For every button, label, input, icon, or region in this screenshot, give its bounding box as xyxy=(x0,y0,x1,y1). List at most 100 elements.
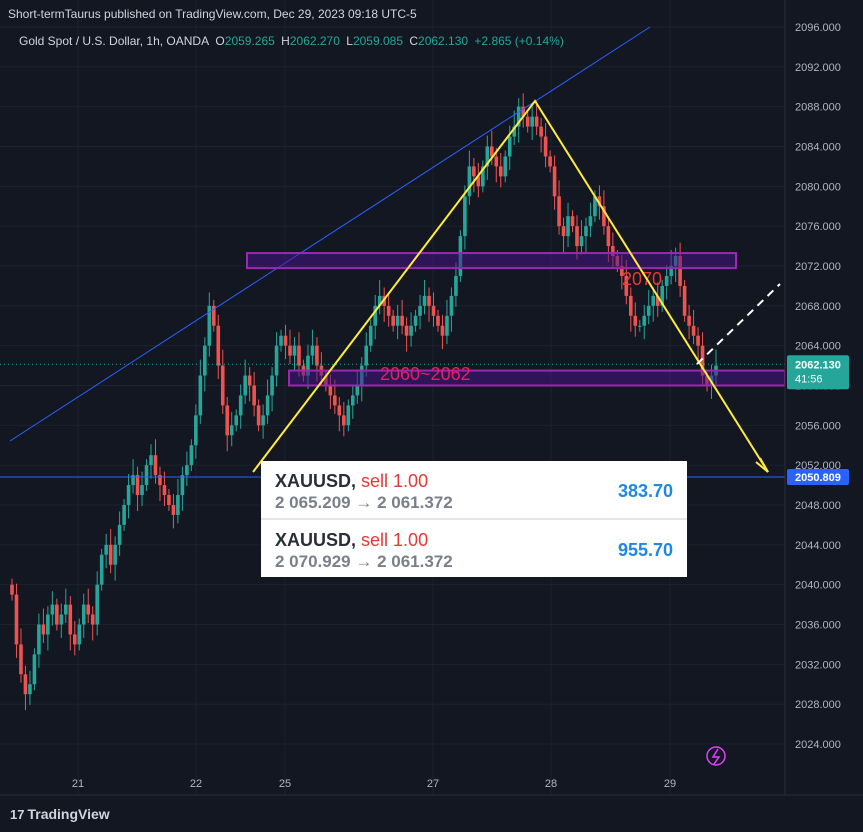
candle-body xyxy=(642,315,647,326)
candle-body xyxy=(481,166,485,187)
candle-body xyxy=(126,485,131,505)
y-tick-label: 2076.000 xyxy=(795,221,841,233)
candle-body xyxy=(449,295,454,316)
high-label: H xyxy=(281,34,290,48)
candle-body xyxy=(14,594,19,645)
candle-body xyxy=(503,156,508,177)
trade-card-2[interactable]: XAUUSD, sell 1.00 2 070.929 → 2 061.372 … xyxy=(261,520,687,577)
candle-body xyxy=(391,315,395,326)
candle-body xyxy=(19,644,23,675)
y-tick-label: 2040.000 xyxy=(795,580,841,592)
y-tick-label: 2024.000 xyxy=(795,739,841,751)
candle-body xyxy=(337,405,342,416)
y-tick-label: 2088.000 xyxy=(795,102,841,114)
candle-body xyxy=(117,524,122,545)
y-tick-label: 2084.000 xyxy=(795,142,841,154)
trade-card-1[interactable]: XAUUSD, sell 1.00 2 065.209 → 2 061.372 … xyxy=(261,461,687,518)
price-axis[interactable]: 2096.000 2092.000 2088.000 2084.000 2080.000… xyxy=(784,0,863,795)
candle-body xyxy=(122,505,126,525)
candle-body xyxy=(23,674,28,695)
candle-body xyxy=(220,365,225,406)
candle-body xyxy=(265,395,270,416)
candle-body xyxy=(400,315,404,326)
candle-body xyxy=(252,385,256,406)
candle-body xyxy=(436,315,440,326)
candle-body xyxy=(696,335,700,346)
candle-body xyxy=(516,106,521,127)
candle-body xyxy=(422,295,427,306)
candle-body xyxy=(108,544,113,565)
candle-body xyxy=(597,196,602,207)
candle-body xyxy=(485,146,490,167)
pattern-arrowhead xyxy=(755,457,769,473)
candle-body xyxy=(431,305,436,316)
candle-body xyxy=(333,395,337,406)
candle-body xyxy=(525,116,530,127)
candle-body xyxy=(566,216,570,237)
trade-side: sell 1.00 xyxy=(361,530,429,550)
candle-body xyxy=(606,226,611,247)
candle-body xyxy=(229,425,234,436)
candle-body xyxy=(602,206,606,227)
candle-body xyxy=(297,345,301,366)
candle-body xyxy=(629,295,633,316)
candle-body xyxy=(131,475,135,486)
symbol-name[interactable]: Gold Spot / U.S. Dollar, 1h, OANDA xyxy=(19,34,210,48)
candle-body xyxy=(498,166,503,177)
candle-body xyxy=(207,305,212,346)
candle-body xyxy=(256,405,261,426)
candle-body xyxy=(530,116,534,127)
low-value: 2059.085 xyxy=(352,34,403,48)
candle-body xyxy=(292,345,297,356)
candle-body xyxy=(194,415,198,446)
candle-body xyxy=(270,375,274,396)
candle-body xyxy=(342,415,346,426)
candle-body xyxy=(494,156,499,167)
candle-body xyxy=(10,584,14,595)
candle-body xyxy=(261,415,265,426)
candle-body xyxy=(149,455,153,466)
candle-body xyxy=(682,285,687,316)
trade-route: 2 070.929 → 2 061.372 xyxy=(275,552,453,571)
candle-body xyxy=(539,126,543,137)
zone-lower-label: 2060~2062 xyxy=(380,364,471,384)
candle-body xyxy=(216,325,221,366)
candle-body xyxy=(113,544,117,565)
candle-body xyxy=(512,126,517,137)
candle-body xyxy=(185,465,189,476)
time-axis[interactable]: 21 22 25 27 28 29 xyxy=(0,778,863,796)
candle-body xyxy=(364,345,369,366)
candle-body xyxy=(588,216,593,227)
open-label: O xyxy=(215,34,225,48)
open-value: 2059.265 xyxy=(224,34,275,48)
candle-body xyxy=(584,226,588,237)
candle-body xyxy=(46,614,50,635)
candle-body xyxy=(467,166,472,197)
support-zone xyxy=(288,369,786,387)
trend-line xyxy=(9,26,651,442)
candle-body xyxy=(315,345,319,366)
candle-body xyxy=(579,236,584,247)
tradingview-footer[interactable]: 17 TradingView xyxy=(10,806,110,822)
chart-drawings: 2070 2060~2062 xyxy=(0,26,786,766)
candle-body xyxy=(64,604,68,615)
candle-body xyxy=(489,146,494,157)
candle-body xyxy=(55,604,59,625)
candle-body xyxy=(687,315,691,326)
candle-body xyxy=(655,295,660,306)
low-label: L xyxy=(346,34,353,48)
trade-pnl: 383.70 xyxy=(617,481,673,501)
change-value: +2.865 (+0.14%) xyxy=(474,34,564,48)
candle-body xyxy=(646,305,651,316)
symbol-info-bar: Gold Spot / U.S. Dollar, 1h, OANDA O2059… xyxy=(19,34,567,48)
candle-body xyxy=(418,305,422,316)
pattern-line xyxy=(252,99,769,473)
y-tick-label: 2068.000 xyxy=(795,301,841,313)
candle-body xyxy=(72,634,77,645)
candle-body xyxy=(463,196,467,237)
candle-body xyxy=(691,325,696,336)
candle-body xyxy=(440,325,445,336)
price-axis-bg xyxy=(785,0,863,795)
candle-body xyxy=(350,395,355,406)
